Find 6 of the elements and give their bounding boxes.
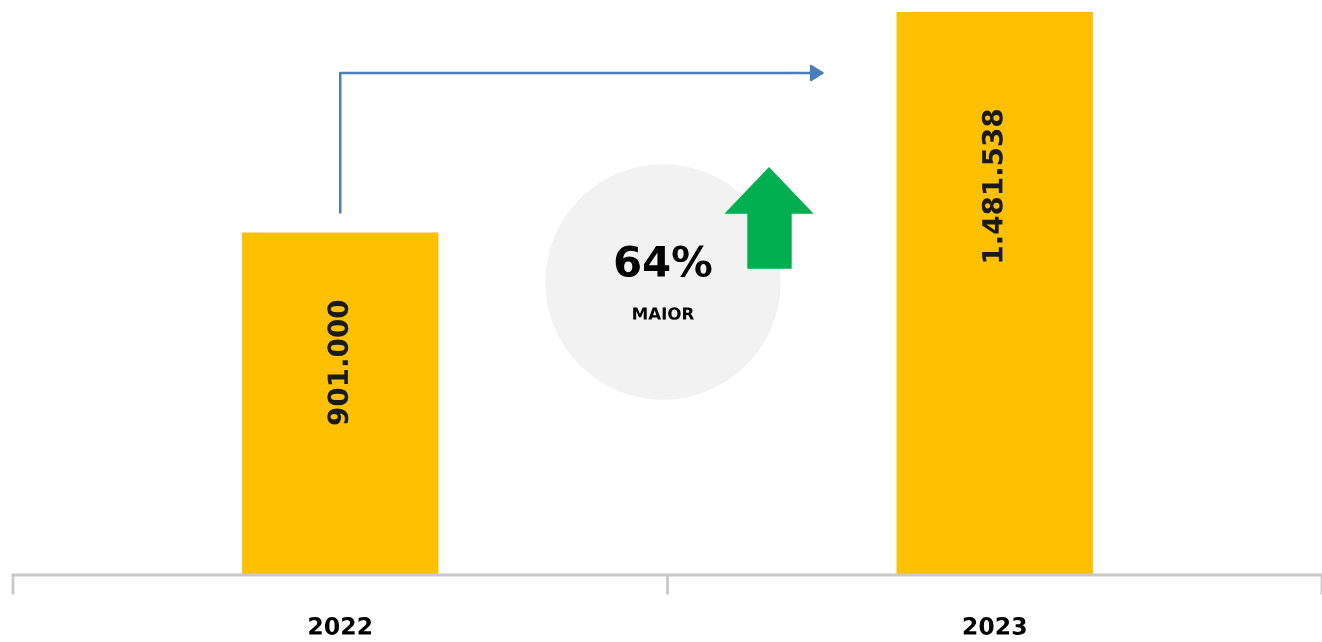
annotation: 64% xyxy=(615,245,712,278)
data-label: 901.000 xyxy=(327,300,349,425)
annotation: MAIOR xyxy=(633,307,695,320)
data-label: 1.481.538 xyxy=(981,110,1003,262)
x-tick-label: 2023 xyxy=(963,617,1026,635)
x-tick-label: 2022 xyxy=(309,617,372,635)
